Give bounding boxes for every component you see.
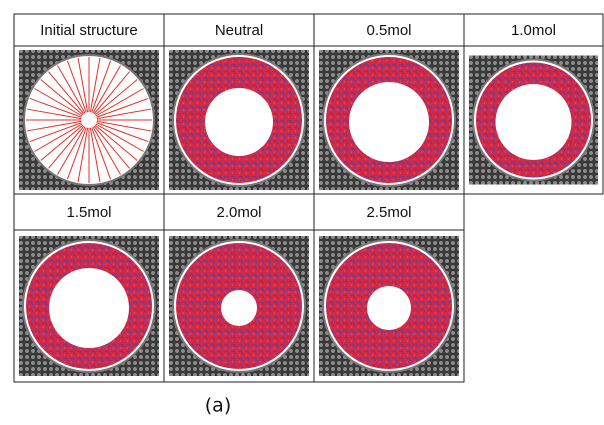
radial-line [93,71,130,115]
radial-line [34,123,83,152]
radial-line [26,108,82,120]
void [49,268,129,348]
radial-line [26,120,82,132]
radial-line [91,127,112,180]
radial-line [34,88,83,117]
cell-border [463,13,604,195]
panel-label: 0.5mol [366,22,411,39]
pore [23,54,155,186]
snapshot [469,55,598,185]
void [221,290,257,326]
snapshot [19,50,159,190]
panel-label: 1.0mol [511,22,556,39]
radial-line [94,124,138,161]
radial-line [77,57,89,113]
void [367,286,411,330]
panel-label: 1.5mol [66,204,111,221]
panel-label: 2.5mol [366,204,411,221]
radial-line [48,71,85,115]
snapshot [169,50,309,190]
void [205,88,273,156]
radial-line [95,123,144,152]
radial-line [77,127,89,183]
radial-line [48,125,85,169]
radial-line [91,60,112,113]
snapshot [19,236,159,376]
radial-line [66,127,87,180]
radial-line [92,65,121,114]
radial-line [96,120,152,132]
panel-label: Initial structure [40,22,138,39]
panel-label: 2.0mol [216,204,261,221]
radial-line [40,79,84,116]
radial-line [96,97,149,118]
cell-border [313,193,465,383]
radial-line [94,79,138,116]
radial-line [29,97,82,118]
snapshot [319,50,459,190]
radial-line [89,57,101,113]
caption: (a) [205,395,231,417]
panel-label: Neutral [215,22,263,39]
radial-line [66,60,87,113]
snapshot [319,236,459,376]
radial-line [96,108,152,120]
radial-line [89,127,101,183]
radial-line [57,65,86,114]
radial-line [29,122,82,143]
radial-line [92,126,121,175]
radial-line [57,126,86,175]
panel-grid: Initial structure Neutral 0.5mol 1.0mol 1.5m… [13,13,604,383]
snapshot [169,236,309,376]
void [495,84,572,160]
void [349,82,429,162]
radial-line [93,125,130,169]
radial-line [96,122,149,143]
radial-line [40,124,84,161]
radial-line [95,88,144,117]
